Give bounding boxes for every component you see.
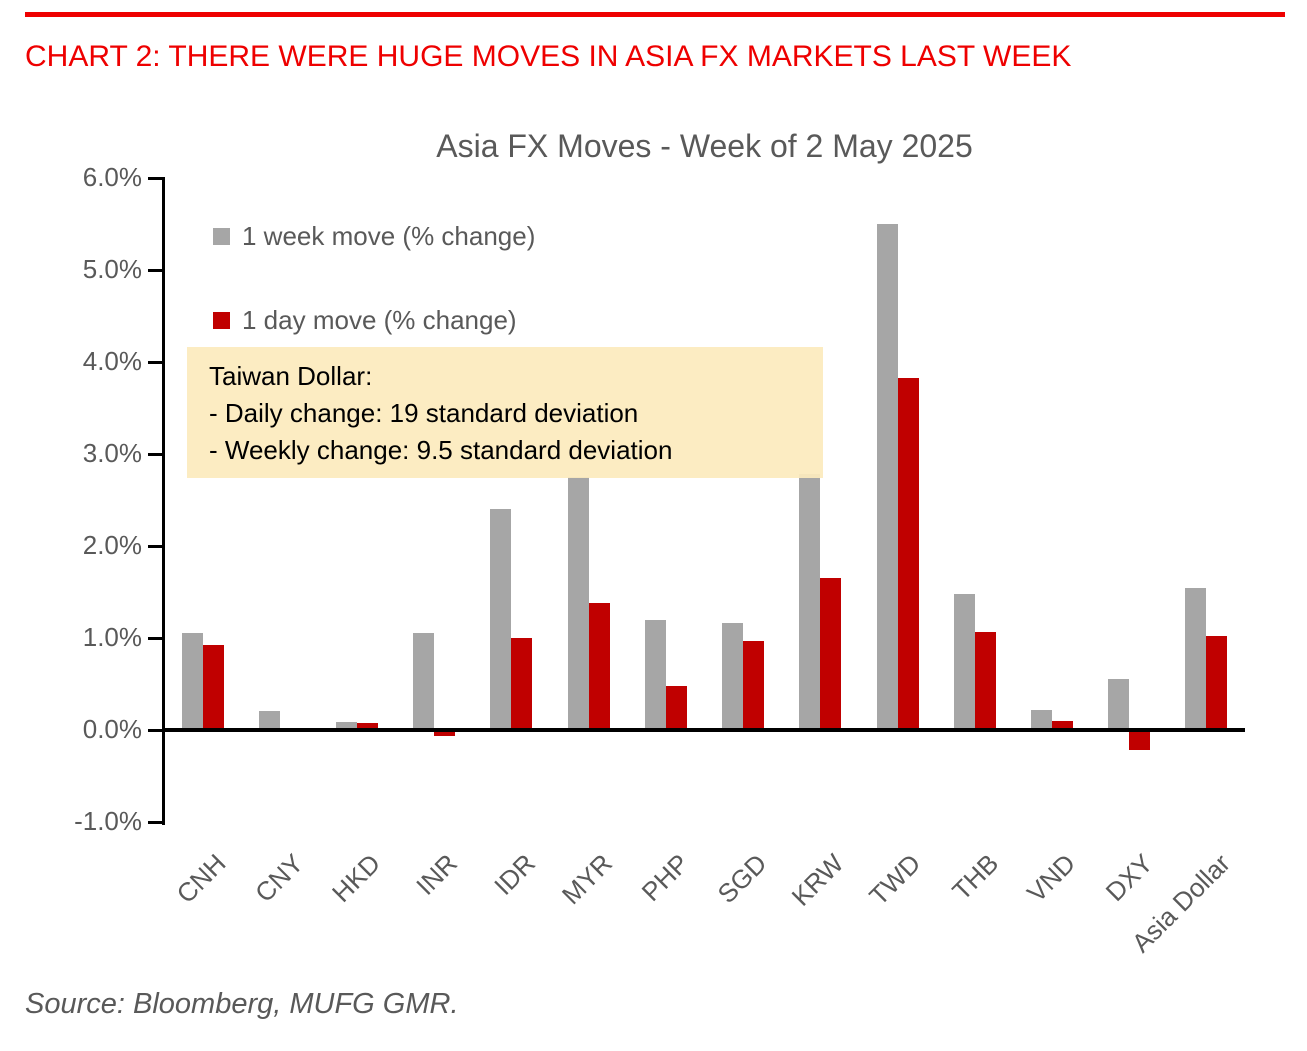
y-tick-4.0 bbox=[148, 361, 165, 364]
x-label-TWD: TWD bbox=[863, 848, 927, 912]
bar-week-KRW bbox=[799, 474, 821, 730]
y-tick-label-3.0: 3.0% bbox=[82, 438, 142, 468]
legend-label-week: 1 week move (% change) bbox=[242, 220, 536, 251]
bar-day-HKD bbox=[357, 722, 379, 730]
x-label-MYR: MYR bbox=[555, 848, 618, 911]
y-tick--1.0 bbox=[148, 821, 165, 824]
annotation-line-3: - Weekly change: 9.5 standard deviation bbox=[209, 435, 673, 465]
y-tick-5.0 bbox=[148, 269, 165, 272]
week-series-swatch-icon bbox=[213, 227, 230, 245]
legend-item-day: 1 day move (% change) bbox=[213, 304, 535, 335]
x-axis-zero-line bbox=[162, 728, 1245, 732]
chart-legend: 1 week move (% change) 1 day move (% cha… bbox=[213, 220, 536, 390]
bar-day-IDR bbox=[511, 638, 533, 730]
x-label-VND: VND bbox=[1021, 848, 1082, 909]
bar-day-Asia-Dollar bbox=[1206, 636, 1228, 730]
bar-week-HKD bbox=[336, 721, 358, 730]
chart-title: Asia FX Moves - Week of 2 May 2025 bbox=[436, 128, 973, 164]
x-label-PHP: PHP bbox=[636, 848, 696, 908]
bar-week-CNY bbox=[258, 710, 280, 730]
x-label-KRW: KRW bbox=[785, 848, 850, 912]
y-tick-6.0 bbox=[148, 177, 165, 180]
bar-week-DXY bbox=[1108, 679, 1130, 730]
y-tick-label-5.0: 5.0% bbox=[82, 254, 142, 284]
bar-day-VND bbox=[1051, 720, 1073, 730]
bar-day-TWD bbox=[897, 377, 919, 730]
y-tick-1.0 bbox=[148, 637, 165, 640]
y-tick-label--1.0: -1.0% bbox=[74, 806, 142, 836]
bar-week-TWD bbox=[876, 224, 898, 730]
bar-week-INR bbox=[413, 633, 435, 730]
bar-day-CNH bbox=[202, 645, 224, 730]
bar-day-PHP bbox=[665, 685, 687, 730]
bar-day-INR bbox=[434, 730, 456, 737]
source-note: Source: Bloomberg, MUFG GMR. bbox=[25, 988, 459, 1020]
bar-week-Asia-Dollar bbox=[1185, 588, 1207, 730]
header-red-rule bbox=[25, 12, 1285, 17]
annotation-line-1: Taiwan Dollar: bbox=[209, 361, 373, 391]
x-label-CNY: CNY bbox=[249, 848, 310, 909]
page-title: CHART 2: THERE WERE HUGE MOVES IN ASIA F… bbox=[25, 40, 1072, 73]
x-label-INR: INR bbox=[410, 848, 464, 901]
y-tick-0.0 bbox=[148, 729, 165, 732]
taiwan-dollar-annotation: Taiwan Dollar: - Daily change: 19 standa… bbox=[187, 347, 823, 478]
legend-label-day: 1 day move (% change) bbox=[242, 304, 517, 335]
bar-week-CNH bbox=[181, 633, 203, 730]
bar-day-KRW bbox=[820, 578, 842, 730]
bar-day-SGD bbox=[743, 640, 765, 730]
y-tick-label-4.0: 4.0% bbox=[82, 346, 142, 376]
x-label-IDR: IDR bbox=[487, 848, 541, 901]
bar-week-SGD bbox=[722, 623, 744, 730]
bar-week-PHP bbox=[644, 619, 666, 730]
bar-day-THB bbox=[974, 632, 996, 730]
y-tick-label-0.0: 0.0% bbox=[82, 714, 142, 744]
y-tick-label-2.0: 2.0% bbox=[82, 530, 142, 560]
y-axis-line bbox=[162, 178, 165, 825]
bar-week-VND bbox=[1030, 709, 1052, 730]
day-series-swatch-icon bbox=[213, 311, 230, 329]
bar-day-MYR bbox=[588, 603, 610, 730]
x-label-DXY: DXY bbox=[1099, 848, 1159, 908]
bar-week-MYR bbox=[567, 477, 589, 730]
x-label-THB: THB bbox=[945, 848, 1004, 906]
y-tick-label-1.0: 1.0% bbox=[82, 622, 142, 652]
legend-item-week: 1 week move (% change) bbox=[213, 220, 536, 251]
x-label-HKD: HKD bbox=[326, 848, 387, 909]
x-label-SGD: SGD bbox=[711, 848, 773, 910]
bar-day-DXY bbox=[1129, 730, 1151, 751]
bar-week-THB bbox=[953, 593, 975, 730]
y-tick-3.0 bbox=[148, 453, 165, 456]
x-label-CNH: CNH bbox=[170, 848, 232, 910]
bar-week-IDR bbox=[490, 509, 512, 730]
y-tick-label-6.0: 6.0% bbox=[82, 162, 142, 192]
annotation-line-2: - Daily change: 19 standard deviation bbox=[209, 398, 639, 428]
y-tick-2.0 bbox=[148, 545, 165, 548]
